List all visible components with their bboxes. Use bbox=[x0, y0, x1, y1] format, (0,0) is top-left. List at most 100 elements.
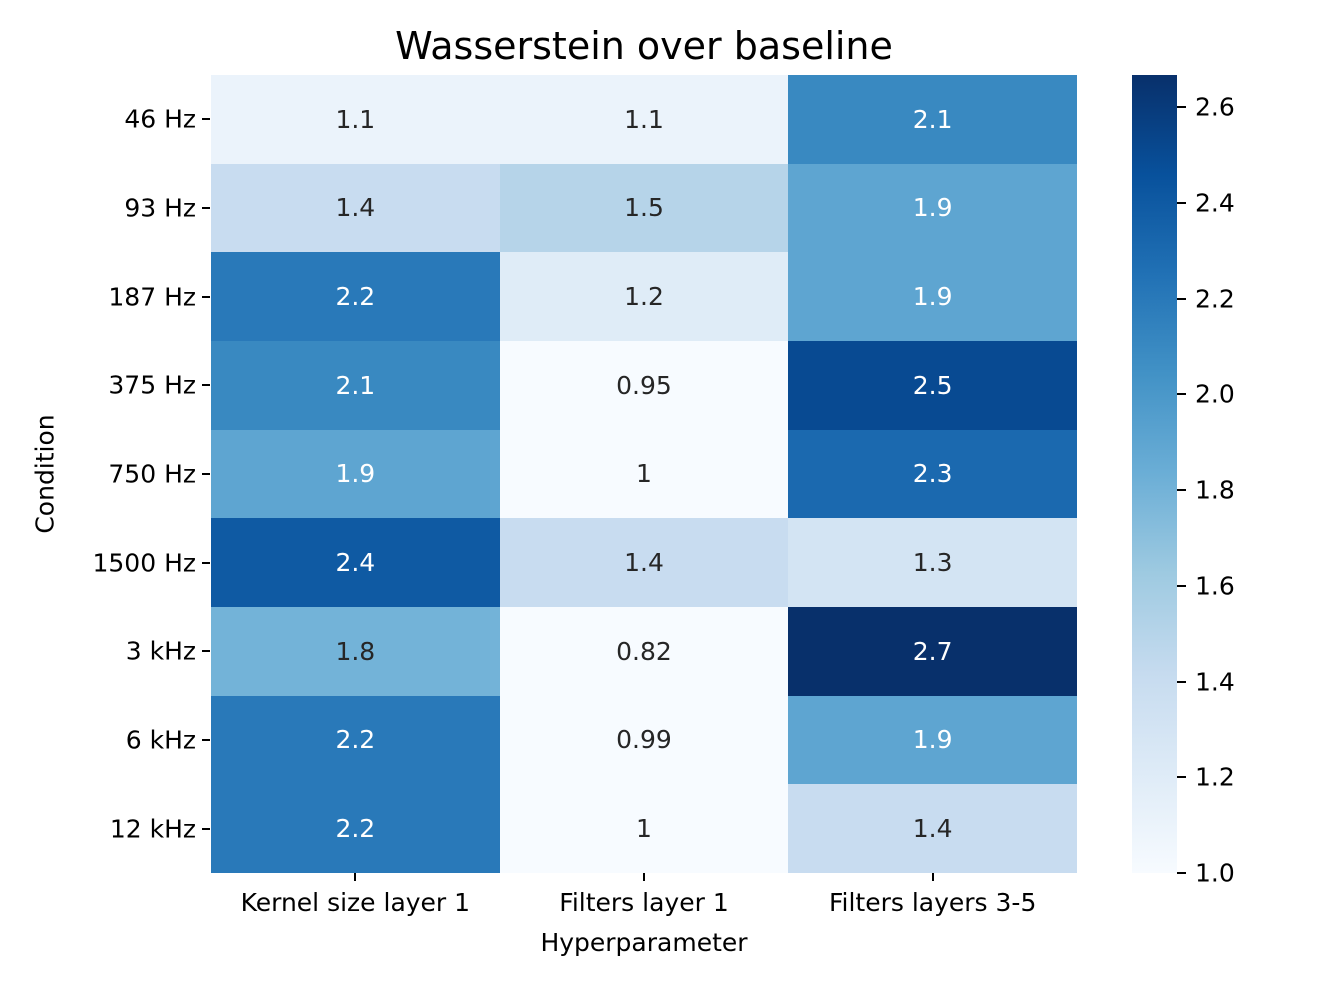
heatmap-cell: 2.2 bbox=[211, 784, 500, 873]
cell-value: 0.99 bbox=[616, 725, 672, 755]
heatmap-cell: 2.4 bbox=[211, 518, 500, 607]
cell-value: 1.3 bbox=[912, 548, 953, 578]
heatmap-cell: 2.3 bbox=[788, 429, 1077, 519]
cell-value: 1.4 bbox=[624, 548, 664, 578]
x-tick-label: Kernel size layer 1 bbox=[240, 888, 471, 917]
heatmap-cell: 1.9 bbox=[211, 429, 500, 519]
heatmap-cell: 1.4 bbox=[499, 518, 789, 607]
colorbar-tick-mark bbox=[1177, 584, 1186, 587]
colorbar-tick-mark bbox=[1177, 201, 1186, 204]
cell-value: 2.5 bbox=[912, 370, 953, 400]
heatmap-cell: 1.9 bbox=[788, 252, 1077, 341]
cell-value: 2.3 bbox=[912, 459, 953, 489]
heatmap-cell: 1.3 bbox=[788, 518, 1077, 607]
cell-value: 1.9 bbox=[912, 282, 953, 312]
heatmap-cell: 1.9 bbox=[788, 163, 1077, 253]
heatmap-cell: 0.82 bbox=[499, 606, 789, 696]
colorbar-tick-mark bbox=[1177, 297, 1186, 300]
y-tick-label: 187 Hz bbox=[108, 282, 196, 312]
heatmap-cell: 0.95 bbox=[499, 340, 789, 430]
y-tick-mark bbox=[202, 207, 210, 209]
cell-value: 2.2 bbox=[335, 282, 376, 312]
cell-value: 1.2 bbox=[624, 282, 664, 312]
colorbar-tick-label: 2.6 bbox=[1195, 92, 1235, 122]
colorbar-tick-label: 1.6 bbox=[1195, 571, 1235, 601]
x-tick-label: Filters layers 3-5 bbox=[828, 888, 1037, 917]
x-tick-mark bbox=[354, 873, 357, 881]
cell-value: 1.9 bbox=[335, 459, 376, 489]
cell-value: 1.8 bbox=[335, 636, 376, 666]
y-tick-mark bbox=[202, 384, 210, 387]
y-tick-label: 93 Hz bbox=[124, 193, 196, 223]
heatmap-cell: 1.1 bbox=[499, 75, 789, 164]
heatmap-cell: 1.5 bbox=[499, 163, 789, 253]
y-tick-label: 3 kHz bbox=[125, 636, 196, 666]
cell-value: 2.2 bbox=[335, 725, 376, 755]
y-tick-label: 750 Hz bbox=[108, 459, 196, 489]
cell-value: 0.82 bbox=[616, 636, 672, 666]
colorbar-tick-label: 2.2 bbox=[1195, 284, 1235, 314]
heatmap-cell: 2.2 bbox=[211, 252, 500, 341]
cell-value: 1 bbox=[636, 459, 652, 489]
y-tick-mark bbox=[202, 473, 210, 475]
cell-value: 1.4 bbox=[335, 193, 376, 223]
colorbar-tick-label: 2.0 bbox=[1195, 379, 1235, 409]
heatmap-cell: 2.7 bbox=[788, 606, 1077, 696]
cell-value: 1.1 bbox=[335, 104, 376, 134]
y-tick-mark bbox=[202, 118, 210, 121]
x-tick-mark bbox=[931, 873, 934, 881]
y-tick-label: 375 Hz bbox=[108, 370, 196, 400]
y-tick-label: 1500 Hz bbox=[92, 548, 197, 578]
x-tick-mark bbox=[643, 873, 645, 881]
heatmap-cell: 1.2 bbox=[499, 252, 789, 341]
colorbar bbox=[1132, 75, 1177, 873]
cell-value: 2.7 bbox=[912, 636, 953, 666]
x-tick-label: Filters layer 1 bbox=[559, 888, 729, 917]
heatmap-cell: 0.99 bbox=[499, 695, 789, 785]
y-tick-mark bbox=[202, 650, 210, 653]
colorbar-tick-mark bbox=[1177, 680, 1186, 683]
colorbar-tick-label: 1.4 bbox=[1195, 667, 1235, 697]
y-tick-mark bbox=[202, 561, 210, 564]
cell-value: 2.1 bbox=[912, 104, 953, 134]
cell-value: 2.1 bbox=[335, 370, 376, 400]
cell-value: 1.9 bbox=[912, 193, 953, 223]
heatmap-cell: 2.5 bbox=[788, 340, 1077, 430]
colorbar-tick-mark bbox=[1177, 776, 1186, 779]
cell-value: 1.5 bbox=[624, 193, 664, 223]
heatmap-cell: 1.1 bbox=[211, 75, 500, 164]
cell-value: 0.95 bbox=[616, 370, 672, 400]
heatmap-cell: 1.4 bbox=[211, 163, 500, 253]
colorbar-tick-mark bbox=[1177, 393, 1186, 396]
cell-value: 1.1 bbox=[624, 104, 664, 134]
y-tick-label: 6 kHz bbox=[125, 725, 196, 755]
colorbar-tick-mark bbox=[1177, 489, 1186, 492]
cell-value: 2.2 bbox=[335, 814, 376, 844]
heatmap-cell: 2.1 bbox=[788, 75, 1077, 164]
y-tick-mark bbox=[202, 739, 210, 741]
colorbar-tick-label: 1.8 bbox=[1195, 475, 1235, 505]
heatmap-cell: 1.9 bbox=[788, 695, 1077, 785]
y-tick-mark bbox=[202, 827, 210, 830]
cell-value: 2.4 bbox=[335, 548, 376, 578]
heatmap-cell: 1.8 bbox=[211, 606, 500, 696]
colorbar-tick-label: 1.2 bbox=[1195, 762, 1235, 792]
y-tick-mark bbox=[202, 295, 210, 298]
heatmap-cell: 1 bbox=[499, 784, 789, 873]
heatmap-cell: 2.2 bbox=[211, 695, 500, 785]
y-tick-label: 12 kHz bbox=[109, 814, 196, 844]
colorbar-tick-mark bbox=[1177, 872, 1186, 874]
heatmap-grid: 1.1 1.1 2.1 1.4 1.5 1.9 2.2 1.2 1.9 2.1 0.95 2.5 1.9… bbox=[211, 75, 1077, 873]
heatmap-cell: 1 bbox=[499, 429, 789, 519]
chart-title: Wasserstein over baseline bbox=[395, 24, 893, 68]
colorbar-tick-label: 1.0 bbox=[1195, 858, 1235, 888]
colorbar-tick-label: 2.4 bbox=[1195, 188, 1235, 218]
cell-value: 1.9 bbox=[912, 725, 953, 755]
y-tick-label: 46 Hz bbox=[124, 104, 196, 134]
heatmap-cell: 1.4 bbox=[788, 784, 1077, 873]
heatmap-cell: 2.1 bbox=[211, 340, 500, 430]
colorbar-tick-mark bbox=[1177, 106, 1186, 109]
cell-value: 1 bbox=[636, 814, 652, 844]
x-axis-title: Hyperparameter bbox=[540, 928, 748, 957]
